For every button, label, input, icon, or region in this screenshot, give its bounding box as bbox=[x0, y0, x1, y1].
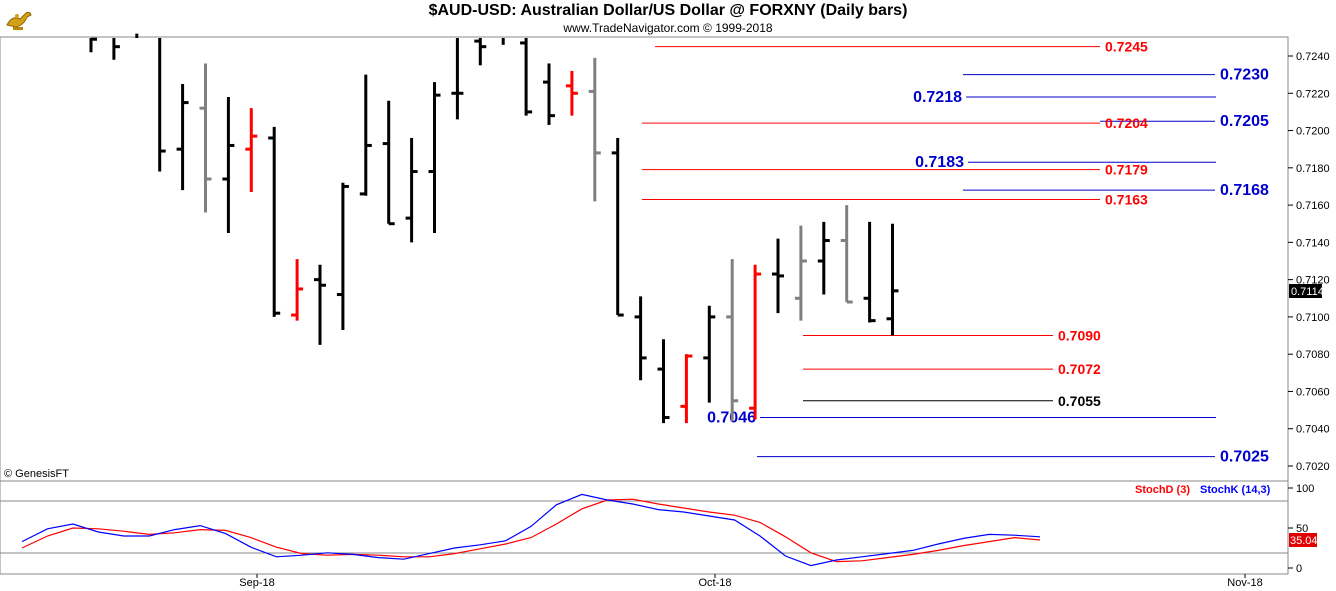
stoch-d-line bbox=[21, 498, 1041, 563]
price-tick-label: 0.7100 bbox=[1296, 312, 1330, 324]
stoch-tick-label: 0 bbox=[1296, 563, 1302, 575]
price-tick-label: 0.7160 bbox=[1296, 200, 1330, 212]
level-label: 0.7245 bbox=[1105, 39, 1148, 55]
chart-header: $AUD-USD: Australian Dollar/US Dollar @ … bbox=[0, 0, 1336, 37]
price-tick-label: 0.7140 bbox=[1296, 237, 1330, 249]
stoch-axis: 100 50 0 bbox=[1288, 483, 1314, 575]
price-tick-label: 0.7060 bbox=[1296, 386, 1330, 398]
price-bars bbox=[89, 33, 899, 424]
level-label: 0.7163 bbox=[1105, 192, 1148, 208]
price-tick-label: 0.7080 bbox=[1296, 349, 1330, 361]
price-tick-label: 0.7040 bbox=[1296, 424, 1330, 436]
stoch-tick-label: 50 bbox=[1296, 523, 1308, 535]
copyright-text: © GenesisFT bbox=[4, 468, 69, 480]
price-levels: 0.7245 0.7230 0.7218 0.7205 0.7204 0.7183 0.71… bbox=[642, 39, 1269, 466]
level-label: 0.7168 bbox=[1220, 182, 1269, 199]
price-tick-label: 0.7240 bbox=[1296, 51, 1330, 63]
current-price-text: 0.7114 bbox=[1291, 286, 1324, 298]
level-label: 0.7230 bbox=[1220, 67, 1269, 84]
price-tick-label: 0.7020 bbox=[1296, 461, 1330, 473]
price-tick-label: 0.7220 bbox=[1296, 88, 1330, 100]
stoch-tick-label: 100 bbox=[1296, 483, 1314, 495]
level-label: 0.7204 bbox=[1105, 115, 1148, 131]
price-tick-label: 0.7120 bbox=[1296, 275, 1330, 287]
stoch-panel-frame bbox=[0, 480, 1289, 575]
stoch-d-legend: StochD (3) bbox=[1135, 484, 1190, 496]
date-tick-label: Nov-18 bbox=[1227, 577, 1262, 589]
level-label: 0.7025 bbox=[1220, 449, 1269, 466]
level-label: 0.7090 bbox=[1058, 328, 1101, 344]
level-label: 0.7205 bbox=[1220, 113, 1269, 130]
chart-subtitle: www.TradeNavigator.com © 1999-2018 bbox=[563, 21, 773, 35]
price-tick-label: 0.7180 bbox=[1296, 163, 1330, 175]
stoch-k-line bbox=[21, 493, 1041, 567]
date-axis: Sep-18 Oct-18 Nov-18 bbox=[239, 574, 1263, 589]
price-axis: 0.7240 0.7220 0.7200 0.7180 0.7160 0.7140 0.71… bbox=[1288, 51, 1330, 473]
price-tick-label: 0.7200 bbox=[1296, 126, 1330, 138]
stoch-value-badge bbox=[1289, 533, 1317, 547]
date-tick-label: Sep-18 bbox=[239, 577, 274, 589]
stoch-k-legend: StochK (14,3) bbox=[1200, 484, 1271, 496]
level-label: 0.7072 bbox=[1058, 361, 1101, 377]
stoch-value-text: 35.04 bbox=[1290, 535, 1318, 547]
chart-title: $AUD-USD: Australian Dollar/US Dollar @ … bbox=[428, 2, 908, 19]
genie-lamp-logo bbox=[4, 3, 34, 33]
current-price-badge bbox=[1289, 284, 1322, 298]
level-label: 0.7218 bbox=[913, 89, 962, 106]
level-label: 0.7055 bbox=[1058, 393, 1101, 409]
date-tick-label: Oct-18 bbox=[698, 577, 731, 589]
level-label: 0.7179 bbox=[1105, 162, 1148, 178]
price-panel-frame bbox=[0, 36, 1289, 482]
level-label: 0.7183 bbox=[915, 154, 964, 171]
stochastic-lines bbox=[21, 493, 1041, 567]
